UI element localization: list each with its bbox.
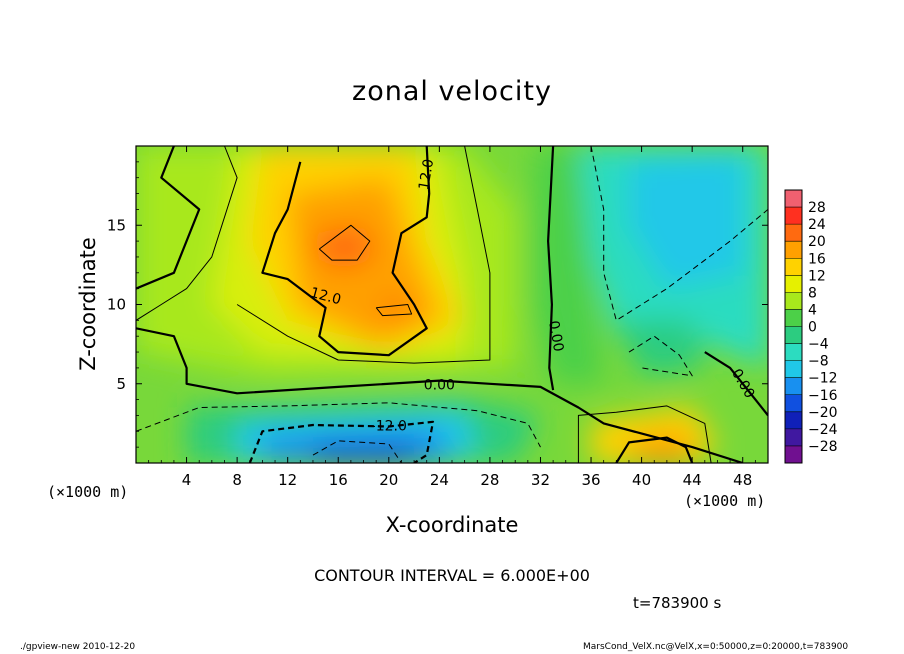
colorbar-swatch: [785, 445, 802, 464]
contour-line: [312, 440, 402, 463]
colorbar-swatch: [785, 275, 802, 293]
footer-right: MarsCond_VelX.nc@VelX,x=0:50000,z=0:2000…: [583, 642, 849, 652]
y-tick-label: 10: [107, 296, 126, 314]
contour-interval-note: CONTOUR INTERVAL = 6.000E+00: [314, 566, 590, 585]
field-region: [376, 298, 415, 318]
contour-line: [628, 335, 693, 377]
colorbar-label: −16: [808, 388, 838, 404]
colorbar-swatch: [785, 241, 802, 259]
colorbar-label: 16: [808, 251, 826, 267]
colorbar-label: −8: [808, 354, 829, 370]
contour-label: 12.0: [308, 285, 342, 309]
time-label: t=783900 s: [633, 594, 722, 612]
field-region: [629, 431, 693, 463]
colorbar-swatch: [785, 190, 802, 208]
colorbar-label: 20: [808, 234, 826, 250]
colorbar-label: 8: [808, 285, 817, 301]
x-tick-label: 24: [430, 471, 449, 489]
colorbar-label: −12: [808, 371, 838, 387]
x-axis-unit: (×1000 m): [684, 492, 766, 510]
colorbar-label: −4: [808, 337, 829, 353]
x-tick-label: 32: [531, 471, 550, 489]
colorbar-swatch: [785, 377, 802, 396]
x-tick-label: 44: [683, 471, 702, 489]
chart-title: zonal velocity: [352, 76, 552, 107]
colorbar-swatch: [785, 309, 802, 327]
field-region: [629, 153, 743, 289]
x-tick-label: 16: [329, 471, 348, 489]
colorbar-label: 24: [808, 217, 826, 233]
velocity-field: [136, 146, 768, 463]
colorbar-swatch: [785, 326, 802, 345]
colorbar-label: 12: [808, 268, 826, 284]
colorbar-swatch: [785, 207, 802, 225]
contour-line: [375, 304, 413, 317]
contour-line: [615, 436, 694, 463]
contour-line: [318, 224, 371, 261]
colorbar-swatch: [785, 343, 802, 362]
x-tick-label: 20: [379, 471, 398, 489]
colorbar-swatch: [785, 258, 802, 276]
contour-label: 0.00: [545, 319, 566, 352]
x-tick-label: 28: [480, 471, 499, 489]
x-axis-label: X-coordinate: [385, 513, 519, 537]
contour-line: [236, 146, 491, 364]
colorbar-label: 28: [808, 200, 826, 216]
contour-labels: 12.012.00.00-12.00.000.00: [308, 158, 757, 435]
colorbar-swatch: [785, 428, 802, 447]
colorbar-swatch: [785, 411, 802, 430]
footer-left: ./gpview-new 2010-12-20: [20, 642, 136, 652]
colorbar-label: −24: [808, 422, 838, 438]
colorbar-swatch: [785, 292, 802, 310]
contour-line: [577, 405, 712, 463]
colorbar-swatch: [785, 360, 802, 379]
x-tick-label: 12: [278, 471, 297, 489]
contour-line: [547, 146, 555, 391]
colorbar-label: −20: [808, 405, 838, 421]
contour-line: [590, 146, 768, 321]
contour-line: [136, 146, 238, 321]
contour-line: [136, 146, 201, 290]
contour-line: [136, 327, 744, 463]
x-tick-label: 36: [581, 471, 600, 489]
z-axis-unit: (×1000 m): [47, 483, 129, 501]
contour-line: [704, 351, 768, 417]
field-region: [313, 440, 415, 463]
contour-lines: [136, 146, 768, 463]
x-tick-label: 4: [182, 471, 192, 489]
colorbar-label: 4: [808, 302, 817, 318]
contour-label: 0.00: [424, 377, 455, 393]
colorbar-swatch: [785, 394, 802, 413]
colorbar-label: −28: [808, 439, 838, 455]
x-tick-label: 48: [733, 471, 752, 489]
field-region: [616, 320, 705, 376]
contour-line: [248, 420, 435, 463]
contour-line: [261, 146, 431, 357]
y-tick-label: 15: [107, 216, 126, 234]
colorbar-label: 0: [808, 320, 817, 336]
colorbar-swatch: [785, 224, 802, 242]
contour-label: -12.0: [371, 419, 407, 435]
x-tick-label: 40: [632, 471, 651, 489]
y-tick-label: 5: [116, 375, 126, 393]
x-tick-label: 8: [232, 471, 242, 489]
field-region: [313, 225, 377, 270]
contour-label: 12.0: [416, 158, 437, 191]
